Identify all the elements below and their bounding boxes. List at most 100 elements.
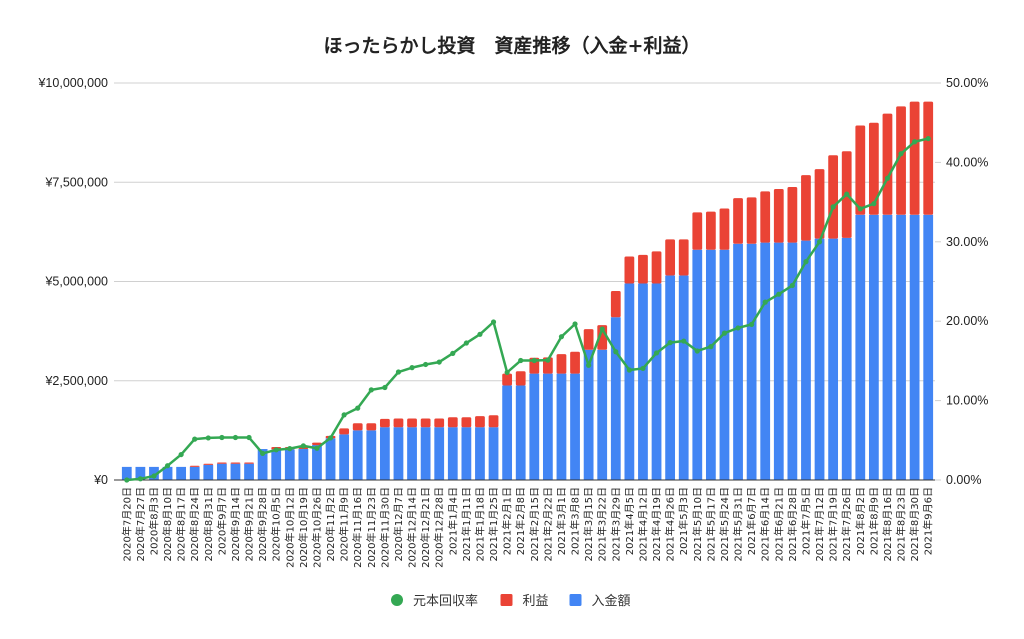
- x-tick-label: 2021年5月3日: [677, 487, 690, 555]
- legend-marker-circle: [391, 594, 403, 606]
- x-tick-label: 2020年10月12日: [283, 487, 296, 568]
- point-recovery-rate: [681, 338, 687, 344]
- bar-deposit: [868, 214, 879, 480]
- bar-deposit: [203, 464, 214, 480]
- point-recovery-rate: [341, 412, 347, 418]
- bar-deposit: [841, 237, 852, 480]
- y-tick-label-left: ¥2,500,000: [44, 374, 108, 388]
- bar-deposit: [284, 449, 295, 480]
- x-tick-label: 2020年8月10日: [161, 487, 174, 562]
- bar-profit: [420, 418, 431, 428]
- point-recovery-rate: [898, 151, 904, 157]
- x-tick-label: 2021年2月22日: [541, 487, 554, 562]
- point-recovery-rate: [884, 175, 891, 181]
- x-tick-label: 2020年11月16日: [351, 487, 364, 568]
- x-tick-label: 2020年11月2日: [324, 487, 337, 562]
- x-tick-label: 2021年2月1日: [501, 487, 514, 555]
- point-recovery-rate: [490, 319, 497, 325]
- bar-profit: [393, 418, 404, 428]
- point-recovery-rate: [178, 451, 184, 458]
- x-tick-label: 2020年12月14日: [406, 487, 419, 568]
- bar-deposit: [719, 249, 730, 480]
- line-recovery-rate: [126, 137, 929, 482]
- point-recovery-rate: [192, 436, 198, 442]
- point-recovery-rate: [260, 450, 266, 457]
- bar-profit: [230, 462, 241, 464]
- bar-deposit: [244, 463, 254, 480]
- bar-deposit: [570, 373, 580, 480]
- y-tick-label-left: ¥5,000,000: [44, 275, 108, 289]
- point-recovery-rate: [749, 321, 755, 327]
- x-tick-label: 2021年8月30日: [908, 487, 921, 562]
- bar-deposit: [434, 427, 445, 480]
- bar-deposit: [773, 242, 784, 480]
- x-tick-label: 2020年8月24日: [188, 487, 201, 562]
- bar-deposit: [678, 275, 689, 480]
- legend-marker-square: [569, 594, 582, 606]
- bar-profit: [488, 415, 499, 428]
- x-tick-label: 2021年4月5日: [623, 487, 636, 555]
- bar-deposit: [407, 427, 417, 480]
- x-tick-label: 2020年12月21日: [419, 487, 432, 568]
- bar-deposit: [746, 243, 757, 480]
- x-tick-label: 2020年12月28日: [433, 487, 446, 568]
- x-tick-label: 2020年9月7日: [215, 487, 228, 555]
- bar-profit: [692, 212, 703, 250]
- x-tick-label: 2020年8月3日: [147, 487, 160, 555]
- x-tick-label: 2021年7月26日: [840, 487, 853, 562]
- x-tick-label: 2020年8月17日: [175, 487, 188, 562]
- y-axis-right: 0.00% 10.00% 20.00% 30.00% 40.00% 50.00%: [935, 76, 988, 487]
- point-recovery-rate: [653, 350, 660, 356]
- point-recovery-rate: [273, 447, 279, 453]
- bar-profit: [407, 418, 417, 428]
- bar-deposit: [638, 283, 648, 480]
- point-recovery-rate: [395, 369, 402, 375]
- bar-profit: [801, 175, 811, 241]
- x-tick-label: 2021年7月12日: [813, 487, 826, 562]
- point-recovery-rate: [124, 477, 130, 483]
- x-tick-label: 2020年9月28日: [256, 487, 269, 562]
- bar-deposit: [339, 434, 350, 480]
- point-recovery-rate: [789, 282, 795, 289]
- x-tick-label: 2020年11月23日: [365, 487, 378, 568]
- bar-profit: [461, 417, 472, 428]
- bar-deposit: [556, 373, 567, 480]
- bar-profit: [379, 418, 390, 428]
- bar-deposit: [393, 427, 404, 480]
- bar-profit: [733, 198, 743, 244]
- bar-deposit: [162, 466, 173, 480]
- x-tick-label: 2021年1月11日: [460, 487, 473, 562]
- y-tick-label-right: 10.00%: [946, 394, 988, 408]
- x-tick-label: 2021年9月6日: [922, 487, 935, 555]
- point-recovery-rate: [776, 291, 782, 297]
- point-recovery-rate: [504, 369, 510, 376]
- bar-profit: [760, 191, 771, 243]
- bar-profit: [244, 462, 254, 464]
- bar-deposit: [447, 427, 458, 480]
- point-recovery-rate: [463, 340, 469, 346]
- point-recovery-rate: [164, 463, 171, 469]
- y-tick-label-right: 50.00%: [946, 76, 988, 90]
- point-recovery-rate: [232, 434, 239, 441]
- x-tick-label: 2020年7月27日: [134, 487, 147, 562]
- bar-profit: [556, 354, 567, 374]
- x-tick-label: 2020年9月14日: [229, 487, 242, 562]
- bar-profit: [746, 197, 757, 244]
- x-tick-label: 2021年3月22日: [596, 487, 609, 562]
- bar-profit: [610, 291, 621, 318]
- bar-deposit: [189, 466, 200, 480]
- x-axis: 2020年7月20日 2020年7月27日 2020年8月3日 2020年8月10日 2…: [120, 487, 934, 568]
- bar-profit: [570, 351, 580, 374]
- x-tick-label: 2021年5月31日: [732, 487, 745, 562]
- x-tick-label: 2020年10月19日: [297, 487, 310, 568]
- point-recovery-rate: [925, 135, 931, 142]
- bar-deposit: [909, 214, 920, 480]
- x-tick-label: 2021年3月15日: [582, 487, 595, 562]
- point-recovery-rate: [368, 387, 374, 393]
- bar-profit: [216, 462, 227, 464]
- bar-profit: [705, 211, 716, 250]
- x-tick-label: 2021年1月18日: [473, 487, 486, 562]
- bar-deposit: [705, 249, 716, 480]
- point-recovery-rate: [912, 139, 918, 145]
